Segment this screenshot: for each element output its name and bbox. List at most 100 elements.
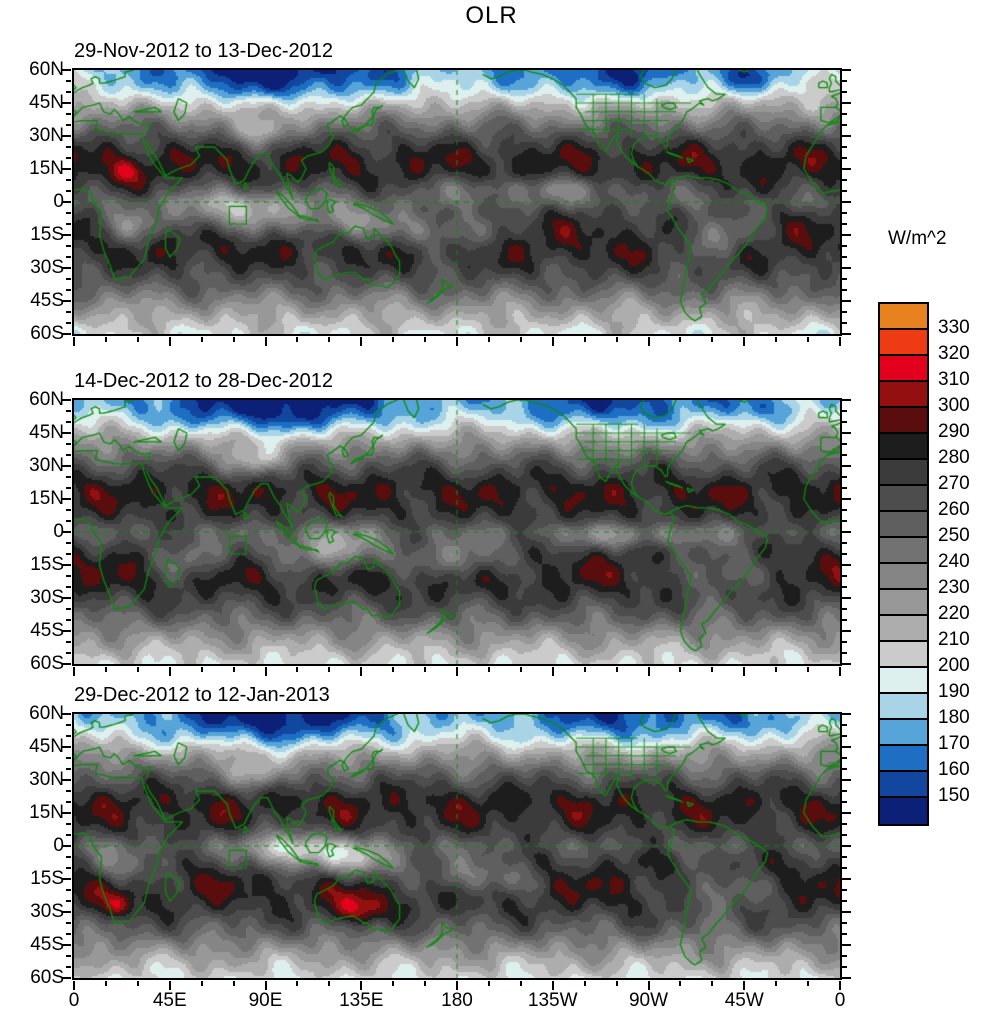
axis-tick (66, 157, 71, 159)
axis-tick (647, 981, 650, 990)
axis-tick (775, 337, 778, 342)
axis-tick (842, 878, 851, 880)
axis-tick (66, 289, 71, 291)
colorbar-tick-label: 220 (938, 603, 970, 624)
axis-tick (842, 944, 851, 946)
axis-tick (842, 311, 847, 313)
axis-tick (842, 179, 847, 181)
axis-tick (842, 201, 851, 203)
axis-tick (328, 667, 331, 672)
axis-tick (66, 966, 71, 968)
lat-tick-label: 30N (29, 125, 64, 146)
axis-tick (66, 757, 71, 759)
colorbar-tick-label: 150 (938, 785, 970, 806)
axis-tick (66, 509, 71, 511)
axis-tick (647, 337, 650, 346)
axis-tick (424, 337, 427, 342)
axis-tick (264, 667, 267, 676)
axis-tick (842, 223, 847, 225)
lon-tick-label: 90E (248, 990, 283, 1011)
axis-tick (66, 542, 71, 544)
map-panel-2: 14-Dec-2012 to 28-Dec-2012 60N 45N 30N 15N 0… (29, 370, 851, 676)
axis-tick (842, 834, 847, 836)
axis-tick (839, 667, 841, 676)
axis-tick (73, 667, 75, 676)
colorbar-tick-label: 250 (938, 525, 970, 546)
lon-tick-label: 0 (834, 990, 846, 1011)
axis-tick (842, 575, 847, 577)
axis-tick (842, 146, 847, 148)
axis-tick (136, 337, 139, 342)
axis-tick (168, 667, 171, 676)
lat-tick-label: 15S (30, 224, 64, 245)
colorbar-unit-label: W/m^2 (888, 228, 947, 249)
colorbar-swatch (880, 798, 927, 824)
axis-tick (842, 823, 847, 825)
axis-tick (66, 80, 71, 82)
axis-tick (66, 91, 71, 93)
colorbar-tick-label: 190 (938, 681, 970, 702)
axis-tick (136, 667, 139, 672)
axis-tick (232, 667, 235, 672)
lat-tick-label: 60N (29, 703, 64, 724)
colorbar-swatch (880, 356, 927, 382)
lat-tick-label: 60N (29, 389, 64, 410)
axis-tick (842, 212, 847, 214)
lat-tick-label: 15S (30, 554, 64, 575)
colorbar-tick-label: 200 (938, 655, 970, 676)
axis-tick (62, 845, 71, 847)
axis-tick (551, 667, 554, 676)
axis-tick (842, 399, 851, 401)
axis-tick (66, 586, 71, 588)
colorbar-tick-label: 310 (938, 369, 970, 390)
axis-tick (66, 856, 71, 858)
axis-tick (487, 981, 490, 986)
axis-tick (62, 713, 71, 715)
lat-tick-label: 45N (29, 736, 64, 757)
colorbar-swatch (880, 382, 927, 408)
axis-tick (842, 410, 847, 412)
lat-tick-label: 45S (30, 620, 64, 641)
axis-tick (842, 69, 851, 71)
axis-tick (487, 667, 490, 672)
axis-tick (66, 487, 71, 489)
axis-tick (66, 421, 71, 423)
axis-tick (842, 124, 847, 126)
axis-tick (62, 779, 71, 781)
axis-tick (842, 289, 847, 291)
axis-tick (66, 735, 71, 737)
axis-tick (842, 509, 847, 511)
axis-tick (264, 981, 267, 990)
lon-tick-label: 180 (441, 990, 473, 1011)
axis-tick (807, 667, 810, 672)
axis-tick (62, 234, 71, 236)
colorbar-swatch (880, 304, 927, 330)
lat-tick-label: 30S (30, 257, 64, 278)
colorbar-swatch (880, 694, 927, 720)
axis-tick (487, 337, 490, 342)
map-panel-1: 29-Nov-2012 to 13-Dec-2012 60N 45N 30N 15N 0… (29, 40, 851, 346)
axis-tick (62, 300, 71, 302)
axis-tick (615, 337, 618, 342)
axis-tick (62, 432, 71, 434)
axis-tick (456, 667, 458, 676)
axis-tick (62, 201, 71, 203)
colorbar-swatch (880, 616, 927, 642)
axis-tick (842, 476, 847, 478)
axis-tick (583, 981, 586, 986)
colorbar-swatch (880, 434, 927, 460)
axis-tick (842, 443, 847, 445)
map-panel-3: 29-Dec-2012 to 12-Jan-2013 60N 45N 30N 15N 0… (29, 684, 851, 990)
map-panel-3-canvas (72, 712, 842, 980)
colorbar-swatches (878, 302, 929, 826)
axis-tick (842, 278, 847, 280)
lat-tick-label: 60N (29, 59, 64, 80)
axis-tick (66, 768, 71, 770)
axis-tick (62, 878, 71, 880)
axis-tick (842, 933, 847, 935)
colorbar-swatch (880, 642, 927, 668)
axis-tick (104, 337, 107, 342)
colorbar-tick-label: 230 (938, 577, 970, 598)
axis-tick (679, 981, 682, 986)
axis-tick (168, 981, 171, 990)
